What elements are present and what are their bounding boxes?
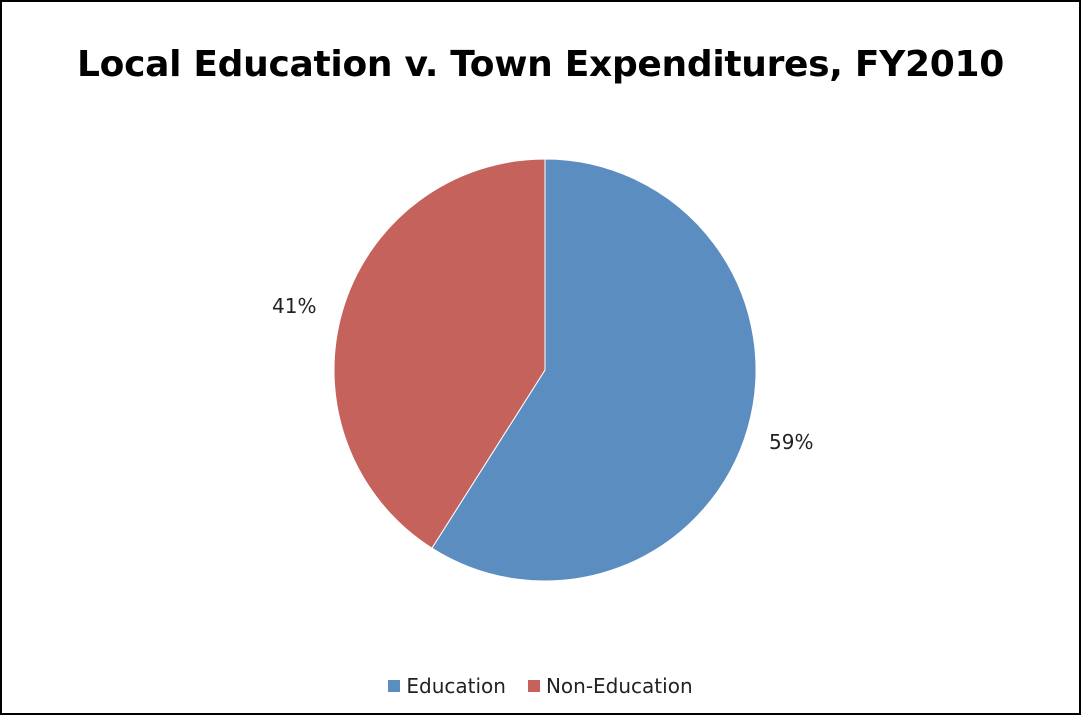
legend-swatch-education [388, 680, 401, 692]
legend-item-non-education: Non-Education [527, 674, 693, 698]
legend-swatch-non-education [527, 680, 540, 692]
chart-title: Local Education v. Town Expenditures, FY… [77, 44, 1004, 85]
pie-slice-non-education [333, 158, 546, 549]
data-label-non-education: 41% [272, 294, 317, 318]
data-label-education: 59% [769, 430, 814, 454]
legend-label-non-education: Non-Education [545, 674, 693, 698]
legend-label-education: Education [406, 674, 506, 698]
legend: Education Non-Education [2, 674, 1079, 698]
pie-slice-education [431, 158, 757, 582]
legend-item-education: Education [388, 674, 506, 698]
